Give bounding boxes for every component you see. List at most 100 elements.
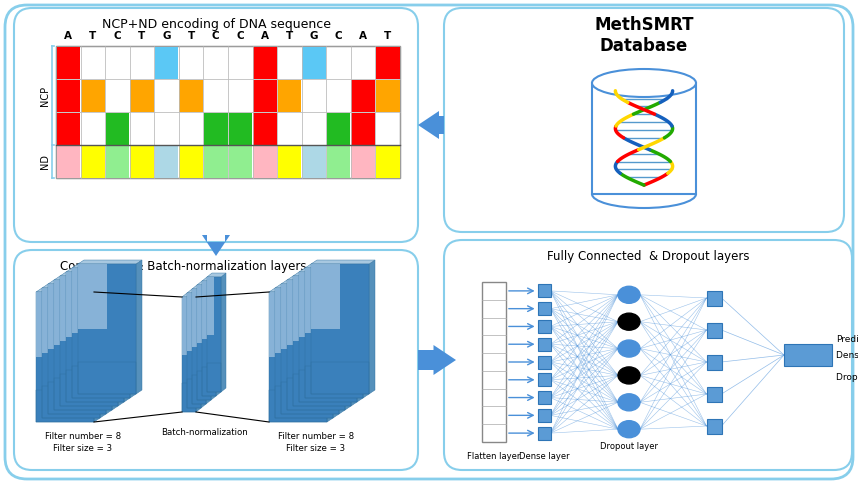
Text: C: C [212,31,220,41]
Polygon shape [54,276,118,280]
Bar [48,284,106,414]
Text: MethSMRT
Database: MethSMRT Database [595,16,694,55]
Bar [351,112,376,145]
Bar [305,268,363,398]
Bar [537,320,551,333]
Bar [182,297,196,412]
Bar [706,290,722,305]
Bar [192,375,206,404]
Polygon shape [311,260,375,264]
Bar [57,79,80,111]
Bar [81,79,106,112]
Bar [78,362,136,394]
Polygon shape [216,277,221,396]
Bar [305,365,363,398]
Bar [302,112,326,145]
Bar [106,146,130,178]
Bar [275,385,333,418]
Bar [207,277,214,334]
Bar [252,145,277,178]
Bar [48,381,106,414]
Polygon shape [299,268,363,272]
Bar [42,385,100,418]
Bar [54,280,112,410]
Polygon shape [94,288,100,422]
Bar [784,344,832,366]
Bar [202,281,209,338]
Bar [154,145,178,178]
Polygon shape [42,284,106,288]
Bar [277,145,302,178]
Bar [182,383,196,412]
Bar [706,419,722,434]
Bar [376,112,400,145]
Bar [376,79,400,111]
Bar [182,297,189,354]
Polygon shape [333,284,339,418]
Ellipse shape [618,340,640,357]
Bar [130,112,154,145]
Polygon shape [287,276,351,280]
Bar [56,46,400,178]
Bar [299,272,357,402]
Bar [302,146,326,178]
Bar [253,79,276,111]
Ellipse shape [592,69,696,97]
Text: C: C [113,31,121,41]
Bar [36,292,65,357]
Bar [56,79,81,112]
Polygon shape [339,280,345,414]
Bar [278,79,301,111]
Text: T: T [286,31,293,41]
Bar [253,46,276,78]
Polygon shape [201,289,206,408]
Bar [78,264,136,394]
Polygon shape [363,264,369,398]
Bar [81,146,105,178]
Bar [207,363,221,392]
Bar [482,282,506,442]
Bar [326,46,351,79]
Bar [302,46,326,79]
Bar [327,146,350,178]
Bar [72,268,130,398]
FancyBboxPatch shape [444,8,844,232]
Bar [311,264,340,329]
Bar [54,280,83,345]
Bar [376,146,400,178]
Polygon shape [206,285,211,404]
Bar [302,79,326,112]
Bar [252,79,277,112]
Bar [311,264,369,394]
Bar [278,146,301,178]
Bar [277,79,302,112]
Text: T: T [138,31,146,41]
Bar [179,79,203,111]
Text: NCP: NCP [40,86,50,106]
Bar [202,367,216,396]
Bar [203,145,228,178]
Bar [376,46,400,78]
Bar [376,46,400,79]
Bar [197,371,211,400]
Polygon shape [369,260,375,394]
Polygon shape [418,111,444,139]
Bar [81,79,105,111]
FancyBboxPatch shape [14,8,418,242]
Bar [293,276,322,341]
Bar [178,79,203,112]
Bar [197,285,211,400]
Bar [60,276,118,406]
Bar [72,268,101,333]
Polygon shape [357,268,363,402]
Text: Dense layer: Dense layer [519,452,570,461]
Bar [305,268,334,333]
Polygon shape [130,264,136,398]
Bar [207,277,221,392]
Polygon shape [60,272,124,276]
Text: T: T [89,31,96,41]
Bar [327,112,350,145]
Ellipse shape [618,367,640,384]
Bar [252,46,277,79]
Bar [537,285,551,297]
